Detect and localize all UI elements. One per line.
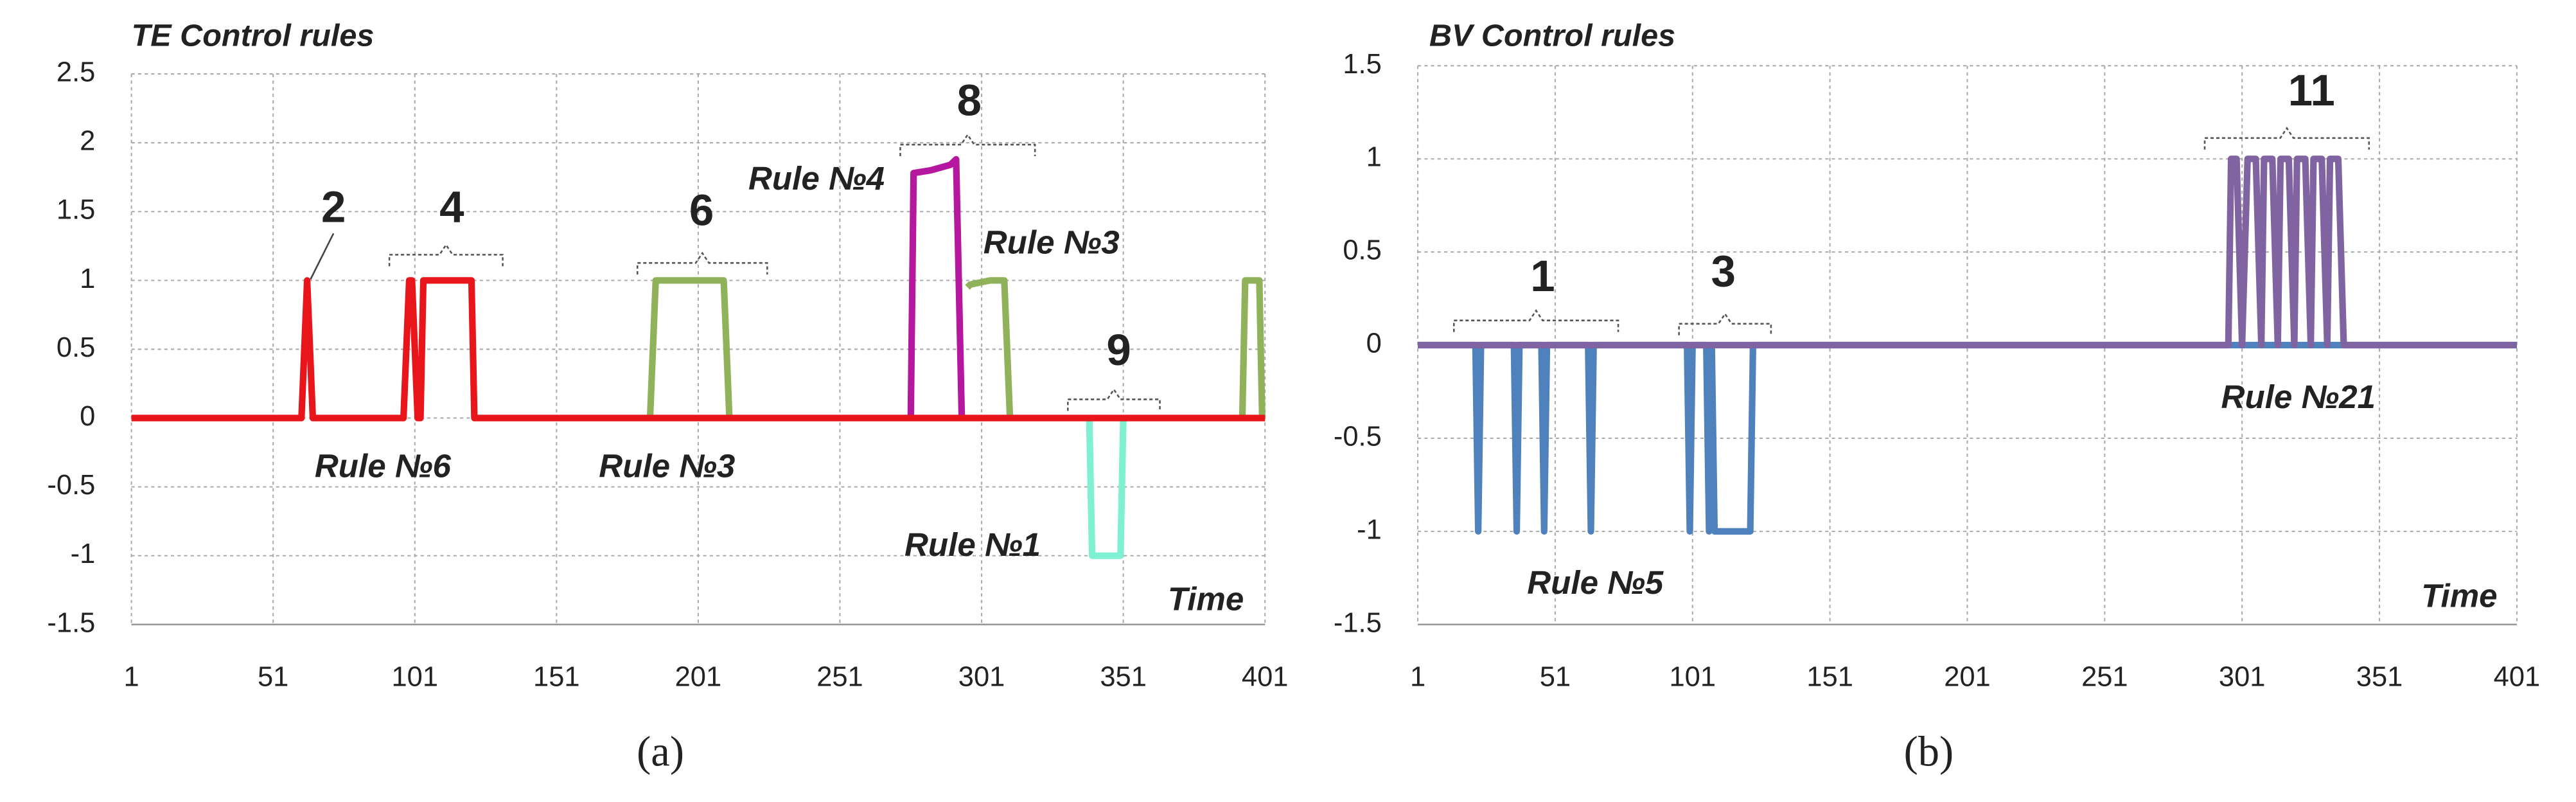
series-line	[1418, 156, 2517, 349]
x-tick-label: 351	[2356, 662, 2403, 693]
x-tick-label: 1	[124, 662, 139, 693]
bracket	[1067, 388, 1161, 411]
pointer	[310, 233, 335, 280]
x-tick-label: 201	[675, 662, 722, 693]
bracket	[637, 251, 768, 275]
x-tick-label: 401	[2494, 662, 2541, 693]
series-line	[1086, 418, 1127, 559]
x-tick-label: 351	[1100, 662, 1147, 693]
annotation: 3	[1711, 245, 1736, 296]
x-tick-label: 1	[1410, 662, 1425, 693]
y-tick-label: 2.5	[57, 57, 95, 88]
caption: (b)	[1904, 729, 1954, 776]
y-tick-label: -0.5	[47, 470, 95, 501]
x-tick-label: 151	[533, 662, 580, 693]
y-tick-label: -1	[71, 539, 96, 569]
annotation: 6	[689, 185, 714, 235]
y-tick-label: 0	[80, 401, 95, 432]
annotation: Rule №1	[904, 526, 1041, 563]
y-tick-label: -1	[1357, 514, 1382, 545]
annotation: 1	[1530, 251, 1555, 301]
bracket	[899, 133, 1036, 156]
annotation: Rule №21	[2221, 379, 2376, 415]
x-tick-label: 401	[1242, 662, 1289, 693]
y-tick-label: 2	[80, 126, 95, 157]
x-tick-label: 151	[1806, 662, 1853, 693]
y-tick-label: 0.5	[1343, 235, 1381, 266]
x-tick-label: 51	[1540, 662, 1571, 693]
x-tick-label: 251	[2081, 662, 2128, 693]
x-tick-label: 201	[1944, 662, 1991, 693]
bracket	[1678, 312, 1772, 335]
x-axis-label: Time	[2421, 577, 2497, 614]
y-tick-label: 1.5	[57, 195, 95, 226]
series-line	[907, 156, 966, 418]
annotation: 4	[439, 182, 464, 232]
series-line	[131, 277, 1266, 422]
annotation: 2	[321, 182, 346, 232]
bracket	[2203, 127, 2370, 150]
x-tick-label: 101	[391, 662, 438, 693]
annotation: 11	[2288, 65, 2335, 115]
annotation: 9	[1106, 325, 1131, 375]
caption: (a)	[637, 729, 684, 776]
bracket	[388, 243, 504, 267]
x-tick-label: 301	[958, 662, 1005, 693]
y-tick-label: -0.5	[1334, 421, 1382, 452]
y-tick-label: -1.5	[47, 607, 95, 638]
annotation: Rule №5	[1527, 564, 1664, 601]
x-tick-label: 251	[816, 662, 863, 693]
x-tick-label: 301	[2219, 662, 2266, 693]
y-tick-label: 1.5	[1343, 49, 1381, 80]
annotation: Rule №6	[315, 447, 452, 484]
x-tick-label: 51	[258, 662, 288, 693]
bracket	[1453, 309, 1619, 332]
chart-title: TE Control rules	[132, 19, 375, 53]
series-line	[646, 277, 1266, 418]
y-tick-label: -1.5	[1334, 607, 1382, 638]
x-tick-label: 101	[1669, 662, 1716, 693]
annotation: Rule №4	[748, 160, 885, 197]
annotation: Rule №3	[984, 224, 1120, 261]
y-tick-label: 1	[80, 263, 95, 294]
x-axis-label: Time	[1168, 581, 1244, 618]
y-tick-label: 0	[1366, 328, 1382, 359]
annotation: Rule №3	[599, 447, 735, 484]
y-tick-label: 0.5	[57, 332, 95, 363]
chart-title: BV Control rules	[1429, 19, 1675, 53]
annotation: 8	[957, 75, 982, 125]
y-tick-label: 1	[1366, 142, 1382, 173]
